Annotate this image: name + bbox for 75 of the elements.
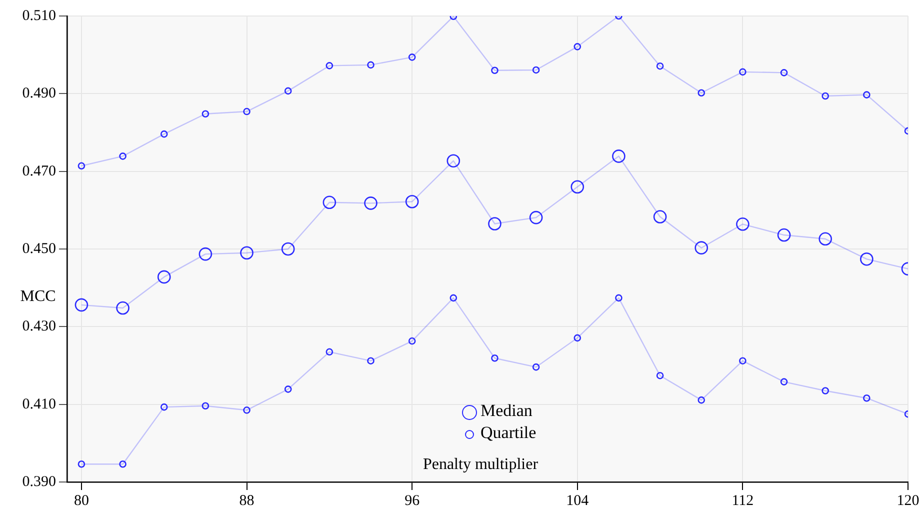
- point: [446, 154, 460, 168]
- point: [653, 210, 667, 224]
- y-tick-label: 0.510: [22, 8, 56, 24]
- point: [243, 406, 250, 414]
- point: [491, 66, 498, 74]
- y-tick-label: 0.390: [22, 474, 56, 490]
- y-tick-label: 0.450: [22, 240, 56, 257]
- point: [408, 54, 416, 61]
- point: [202, 110, 210, 118]
- point: [78, 162, 86, 170]
- point: [119, 460, 126, 468]
- point: [780, 69, 788, 76]
- point: [367, 61, 374, 69]
- legend-label: Quartile: [480, 422, 536, 444]
- point: [612, 150, 626, 163]
- point: [491, 354, 498, 362]
- point: [202, 402, 210, 410]
- point: [736, 217, 750, 231]
- point: [656, 62, 664, 70]
- point: [822, 92, 829, 100]
- point: [822, 387, 829, 394]
- point: [615, 294, 622, 302]
- y-tick-label: 0.490: [22, 86, 56, 102]
- point: [326, 348, 334, 356]
- point: [529, 210, 543, 224]
- point: [405, 194, 419, 208]
- point: [532, 66, 540, 74]
- point: [780, 378, 788, 386]
- point: [74, 298, 88, 312]
- point: [488, 217, 502, 230]
- point: [574, 43, 582, 50]
- point: [570, 180, 584, 194]
- point: [574, 334, 582, 342]
- x-tick-label: 96: [404, 492, 420, 509]
- point: [863, 394, 870, 402]
- point: [326, 62, 334, 70]
- point: [698, 396, 706, 404]
- legend-label: Median: [480, 400, 532, 422]
- point: [863, 91, 870, 98]
- point: [694, 241, 708, 254]
- point: [119, 152, 126, 160]
- point: [284, 386, 292, 393]
- point: [739, 357, 746, 364]
- point: [656, 372, 664, 380]
- x-tick-label: 104: [566, 492, 590, 509]
- point: [408, 337, 416, 345]
- y-tick-label: 0.410: [22, 396, 56, 412]
- point: [281, 242, 295, 256]
- point: [777, 228, 791, 242]
- point: [364, 196, 378, 210]
- point: [860, 252, 874, 266]
- x-tick-label: 88: [239, 492, 254, 509]
- y-axis-title: MCC: [20, 288, 56, 306]
- point: [243, 108, 250, 116]
- point: [160, 130, 168, 138]
- point: [367, 357, 374, 364]
- point: [116, 301, 130, 315]
- x-tick-label: 112: [732, 492, 754, 509]
- x-tick-label: 80: [74, 492, 89, 509]
- point: [532, 363, 540, 371]
- y-tick-label: 0.430: [22, 318, 56, 335]
- x-axis-title: Penalty multiplier: [422, 456, 539, 474]
- point: [78, 460, 86, 468]
- point: [818, 232, 832, 246]
- point: [240, 246, 254, 260]
- point: [698, 89, 706, 97]
- point: [157, 270, 171, 284]
- point: [198, 247, 212, 261]
- point: [739, 68, 746, 76]
- point: [450, 294, 458, 302]
- point: [322, 196, 336, 210]
- y-tick-label: 0.470: [22, 163, 56, 180]
- x-tick-label: 120: [896, 492, 920, 509]
- point: [160, 403, 168, 411]
- point: [284, 87, 292, 95]
